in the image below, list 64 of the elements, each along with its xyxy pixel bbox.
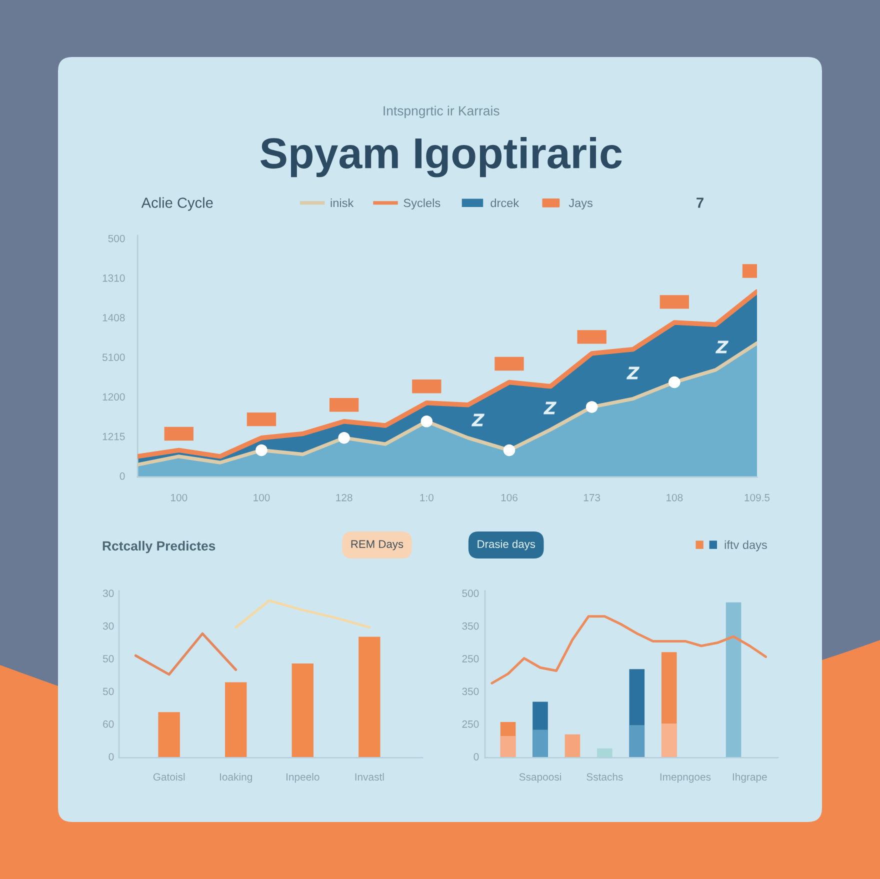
text: 5100 <box>102 354 125 361</box>
x-tick-label: 100 <box>171 494 188 502</box>
point <box>668 376 680 388</box>
x-tick-label: Inpeelo <box>286 772 320 783</box>
text: 30 <box>102 622 114 630</box>
x-tick-label: 106 <box>501 494 518 502</box>
x-tick-label: Imepngoes <box>660 773 711 783</box>
x-tick-label: 128 <box>336 494 352 502</box>
text: 350 <box>462 688 479 696</box>
chart-title: Rctcally Predictes <box>102 540 216 554</box>
y-axis-title: Aclie Cycle <box>141 197 213 211</box>
point <box>503 444 516 456</box>
bar <box>564 734 580 758</box>
x-tick-label: Ioaking <box>220 772 252 783</box>
x-tick-label: Ihgrape <box>732 772 767 783</box>
text: 1408 <box>102 314 125 322</box>
x-tick-label: Gatoisl <box>153 772 185 781</box>
bar <box>597 748 612 758</box>
text: 60 <box>103 720 114 728</box>
text: 350 <box>462 622 479 630</box>
text: 1200 <box>102 393 125 401</box>
legend-label: iftv days <box>724 540 767 552</box>
text: 30 <box>102 590 114 598</box>
text: 7 <box>696 198 704 208</box>
text: 50 <box>102 655 114 662</box>
point <box>338 432 350 444</box>
legend-label: Jays <box>568 198 592 210</box>
x-tick-label: Sstachs <box>586 772 623 781</box>
bar <box>158 712 180 758</box>
bar <box>225 682 247 758</box>
x-tick-label: 109.5 <box>744 494 770 502</box>
text: REM Days <box>351 540 404 550</box>
text: 0 <box>108 753 114 760</box>
bar <box>629 725 645 758</box>
point <box>420 415 433 428</box>
legend-label: Syclels <box>404 198 440 210</box>
text: 0 <box>120 472 125 480</box>
x-tick-label: Ssapoosi <box>519 772 561 783</box>
chart-subtitle: Intspngrtic ir Karrais <box>384 106 500 118</box>
text: 1310 <box>102 274 125 282</box>
text: 50 <box>102 688 114 696</box>
legend-label: inisk <box>330 198 354 208</box>
bar <box>358 636 380 758</box>
bar <box>661 724 677 758</box>
text: Drasie days <box>478 540 536 550</box>
text: 1215 <box>102 432 125 440</box>
x-tick-label: 100 <box>254 494 270 502</box>
text: 500 <box>462 590 479 598</box>
x-tick-label: 173 <box>584 494 600 502</box>
text: 250 <box>462 720 479 728</box>
x-tick-label: 1:0 <box>420 494 434 502</box>
text: 250 <box>462 655 479 662</box>
x-tick-label: 108 <box>666 494 683 502</box>
point <box>256 444 268 456</box>
point <box>586 401 598 413</box>
bar <box>500 736 516 758</box>
text: 0 <box>474 753 479 760</box>
bar <box>532 730 548 758</box>
text: 500 <box>108 234 125 242</box>
chart-title: Spyam Igoptiraric <box>260 136 622 178</box>
bar <box>726 602 742 758</box>
bar <box>292 663 314 758</box>
x-tick-label: Invastl <box>355 772 384 781</box>
legend-label: drcek <box>490 198 520 208</box>
